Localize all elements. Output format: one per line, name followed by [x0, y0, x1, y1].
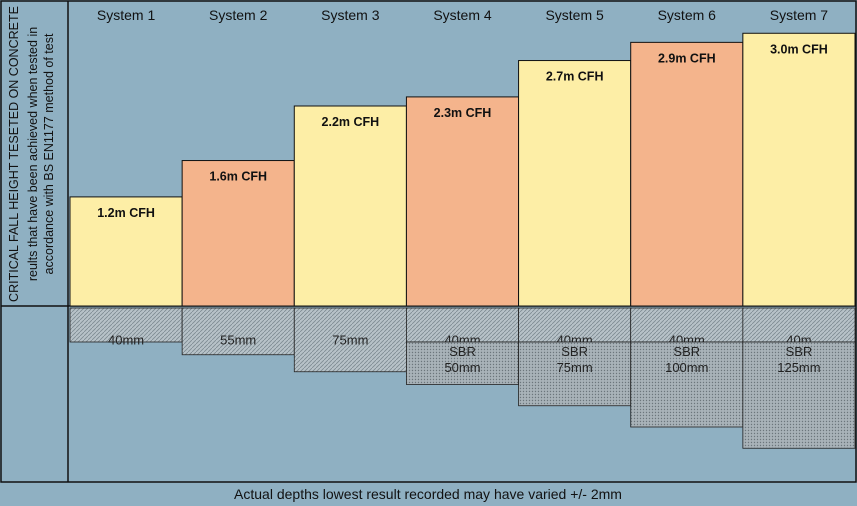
bar-system-6 [630, 41, 744, 307]
layer-top-label-2: 55mm [220, 332, 256, 347]
bar-system-7 [742, 32, 856, 307]
layer-sbr-label-5: 75mm [557, 360, 593, 375]
category-label-6: System 6 [658, 7, 717, 23]
layer-sbr-system-4 [406, 341, 519, 385]
category-label-2: System 2 [209, 7, 268, 23]
layer-sbr-name-5: SBR [561, 344, 588, 359]
category-label-5: System 5 [545, 7, 604, 23]
layer-sbr-label-6: 100mm [665, 360, 708, 375]
bar-value-label-6: 2.9m CFH [658, 51, 716, 65]
bar-system-3 [293, 105, 407, 307]
category-label-4: System 4 [433, 7, 492, 23]
bar-value-label-7: 3.0m CFH [770, 42, 828, 56]
layers-group: 40mm 55mm 75mm 40mmSBR50mm40mmSBR75mm40mmSB… [69, 307, 856, 449]
layer-top-label-3: 75mm [332, 332, 368, 347]
bar-value-label-5: 2.7m CFH [546, 70, 604, 84]
layer-sbr-name-6: SBR [673, 344, 700, 359]
bar-value-label-2: 1.6m CFH [209, 170, 267, 184]
bar-system-5 [518, 60, 632, 307]
layer-top-system-3 [293, 307, 407, 373]
layer-sbr-name-7: SBR [786, 344, 813, 359]
y-axis-sublabel-line-1: reults that have been achieved when test… [26, 27, 40, 281]
bar-value-label-4: 2.3m CFH [434, 106, 492, 120]
bar-system-4 [405, 96, 520, 307]
layer-top-system-4 [406, 307, 519, 343]
category-label-1: System 1 [97, 7, 156, 23]
category-label-7: System 7 [770, 7, 829, 23]
layer-top-system-6 [630, 307, 744, 343]
layer-sbr-label-4: 50mm [444, 360, 480, 375]
bars-group: 1.2m CFH System 1 1.6m CFH System 2 2.2m CFH… [69, 7, 856, 307]
layer-sbr-name-4: SBR [449, 344, 476, 359]
category-label-3: System 3 [321, 7, 380, 23]
layer-sbr-system-6 [630, 341, 744, 428]
layer-sbr-system-7 [742, 341, 856, 449]
chart-frame [0, 0, 857, 483]
layer-sbr-label-7: 125mm [777, 360, 820, 375]
y-axis-sublabel-line-2: accordance with BS EN1177 method of test [42, 33, 56, 274]
bar-value-label-1: 1.2m CFH [97, 206, 155, 220]
bar-value-label-3: 2.2m CFH [322, 115, 380, 129]
bar-system-1 [69, 196, 183, 307]
layer-top-system-1 [69, 307, 183, 343]
y-axis-label: CRITICAL FALL HEIGHT TESETED ON CONCRETE [7, 6, 21, 302]
layer-top-label-1: 40mm [108, 332, 144, 347]
footnote: Actual depths lowest result recorded may… [234, 486, 622, 502]
layer-top-system-2 [181, 307, 295, 356]
